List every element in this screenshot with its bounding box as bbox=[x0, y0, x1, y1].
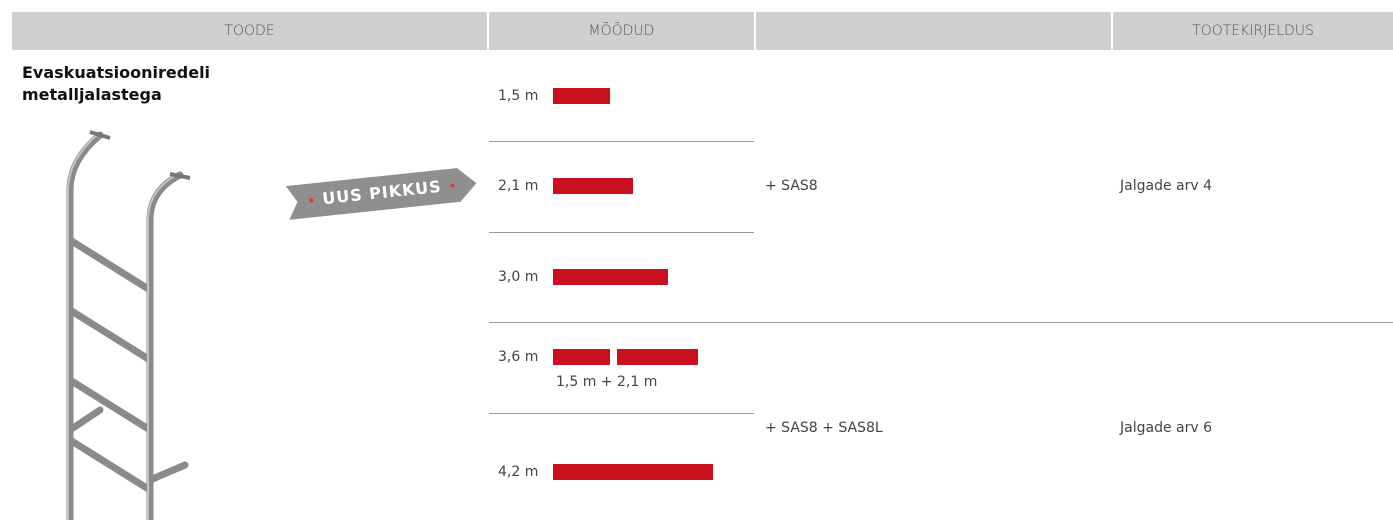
header-product: TOODE bbox=[12, 12, 487, 50]
badge-shape bbox=[285, 168, 477, 220]
header-dimensions: MÕÕDUD bbox=[489, 12, 754, 50]
badge-text: UUS PIKKUS bbox=[321, 176, 443, 209]
ladder-image bbox=[66, 130, 191, 520]
size-label: 3,6 m bbox=[498, 349, 539, 365]
size-label: 4,2 m bbox=[498, 464, 539, 480]
header-empty bbox=[756, 12, 1111, 50]
size-label: 2,1 m bbox=[498, 178, 539, 194]
row-separator bbox=[489, 141, 754, 142]
size-label: 1,5 m bbox=[498, 88, 539, 104]
length-bar bbox=[553, 178, 634, 194]
accessory: + SAS8 bbox=[765, 178, 818, 194]
accessory: + SAS8 + SAS8L bbox=[765, 420, 883, 436]
size-label: 3,0 m bbox=[498, 269, 539, 285]
row-separator bbox=[489, 232, 754, 233]
row-separator bbox=[489, 413, 754, 414]
badge: UUS PIKKUS bbox=[285, 166, 479, 220]
length-bar bbox=[553, 269, 668, 285]
description: Jalgade arv 4 bbox=[1120, 178, 1212, 194]
length-bar bbox=[553, 88, 611, 104]
description: Jalgade arv 6 bbox=[1120, 420, 1212, 436]
length-bar bbox=[553, 349, 611, 365]
length-bar bbox=[617, 349, 698, 365]
header-description: TOOTEKIRJELDUS bbox=[1113, 12, 1393, 50]
row-separator bbox=[489, 322, 1393, 323]
size-note: 1,5 m + 2,1 m bbox=[556, 374, 658, 390]
product-name: Evaskuatsiooniredeli metalljalastega bbox=[22, 63, 211, 104]
length-bar bbox=[553, 464, 714, 480]
